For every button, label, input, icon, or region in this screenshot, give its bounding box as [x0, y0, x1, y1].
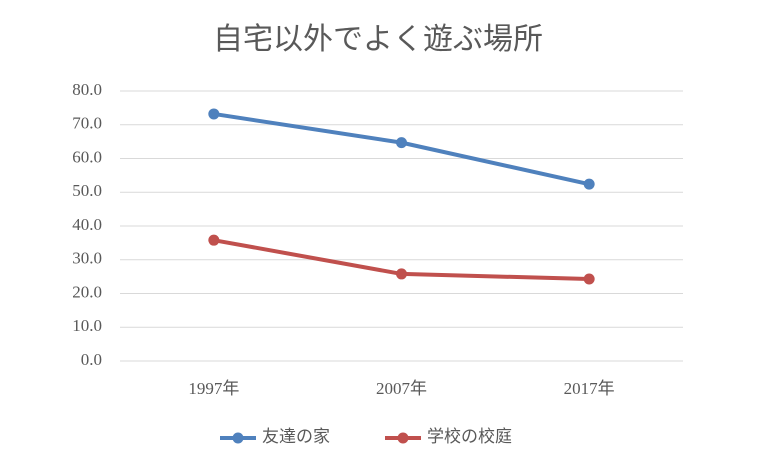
- y-tick-label: 0.0: [81, 350, 102, 369]
- point: [396, 137, 407, 149]
- x-tick-label: 2007年: [376, 379, 427, 398]
- point: [583, 178, 595, 190]
- legend-label: 学校の校庭: [427, 427, 512, 446]
- point: [208, 108, 220, 120]
- y-tick-label: 80.0: [72, 80, 102, 99]
- y-tick-label: 40.0: [72, 215, 102, 234]
- x-tick-label: 1997年: [188, 379, 239, 398]
- point: [396, 268, 407, 280]
- legend-marker: [397, 432, 409, 444]
- point: [208, 234, 220, 246]
- y-tick-label: 20.0: [72, 282, 102, 301]
- x-tick-label: 2017年: [564, 379, 615, 398]
- y-tick-label: 10.0: [72, 316, 102, 335]
- y-tick-label: 50.0: [72, 181, 102, 200]
- legend-label: 友達の家: [262, 427, 330, 446]
- legend-marker: [232, 432, 244, 444]
- chart-title: 自宅以外でよく遊ぶ場所: [213, 23, 543, 56]
- point: [583, 273, 595, 285]
- y-tick-label: 70.0: [72, 114, 102, 133]
- y-tick-label: 60.0: [72, 147, 102, 166]
- y-tick-label: 30.0: [72, 249, 102, 268]
